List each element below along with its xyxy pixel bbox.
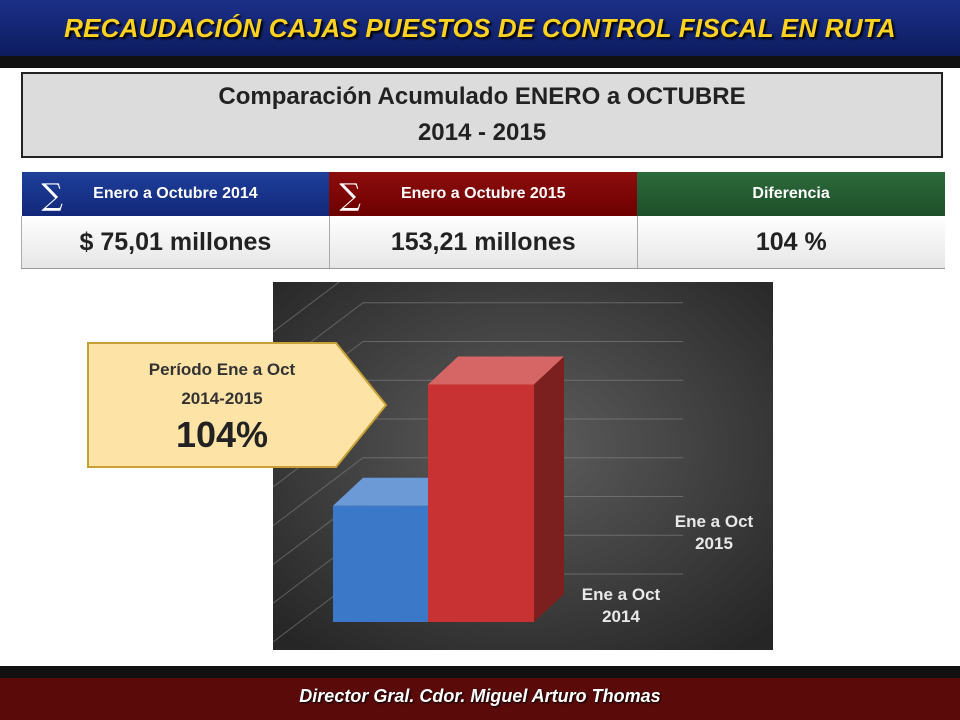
sigma-icon: ∑ <box>41 178 63 213</box>
comparison-box: Comparación Acumulado ENERO a OCTUBRE 20… <box>21 72 943 158</box>
table-header-2015: ∑ Enero a Octubre 2015 <box>329 172 638 216</box>
header-bar <box>0 0 960 68</box>
bar-front <box>333 505 439 622</box>
table-header-difference: Diferencia <box>637 172 945 216</box>
callout-years: 2014-2015 <box>181 389 262 408</box>
callout-percent: 104% <box>176 414 268 455</box>
value-difference: 104 % <box>636 216 945 269</box>
gridline <box>272 457 364 527</box>
bar-front <box>428 384 534 622</box>
bar-chart-svg: Ene a Oct 2014 Ene a Oct 2015 <box>272 263 773 650</box>
header-label-2014: Enero a Octubre 2014 <box>93 185 258 202</box>
category-label: 2015 <box>695 534 733 553</box>
callout-period: Período Ene a Oct <box>149 360 296 379</box>
header-label-difference: Diferencia <box>752 185 830 202</box>
bar-top <box>428 356 564 385</box>
footer-stripe <box>0 666 960 678</box>
bar-chart: Ene a Oct 2014 Ene a Oct 2015 <box>272 263 773 650</box>
category-label: Ene a Oct <box>675 512 754 531</box>
footer-text: Director Gral. Cdor. Miguel Arturo Thoma… <box>299 686 661 706</box>
header-label-2015: Enero a Octubre 2015 <box>400 185 566 202</box>
value-2014: $ 75,01 millones <box>21 216 330 269</box>
comparison-title: Comparación Acumulado ENERO a OCTUBRE <box>218 83 746 110</box>
table-header-row: ∑ Enero a Octubre 2014 ∑ Enero a Octubre… <box>21 172 945 216</box>
comparison-years: 2014 - 2015 <box>417 119 547 146</box>
table-row: $ 75,01 millones 153,21 millones 104 % <box>21 216 945 269</box>
summary-table: ∑ Enero a Octubre 2014 ∑ Enero a Octubre… <box>21 172 945 269</box>
category-label: 2014 <box>602 607 640 626</box>
page-title: RECAUDACIÓN CAJAS PUESTOS DE CONTROL FIS… <box>64 13 896 43</box>
footer-bar <box>0 666 960 720</box>
sigma-icon: ∑ <box>339 178 361 213</box>
table-header-2014: ∑ Enero a Octubre 2014 <box>21 172 330 216</box>
header-stripe <box>0 56 960 68</box>
percent-callout: Período Ene a Oct 2014-2015 104% <box>87 342 388 468</box>
bar-side <box>534 356 564 622</box>
callout-shape <box>87 342 388 468</box>
category-label: Ene a Oct <box>582 585 661 604</box>
value-2015: 153,21 millones <box>328 216 638 269</box>
